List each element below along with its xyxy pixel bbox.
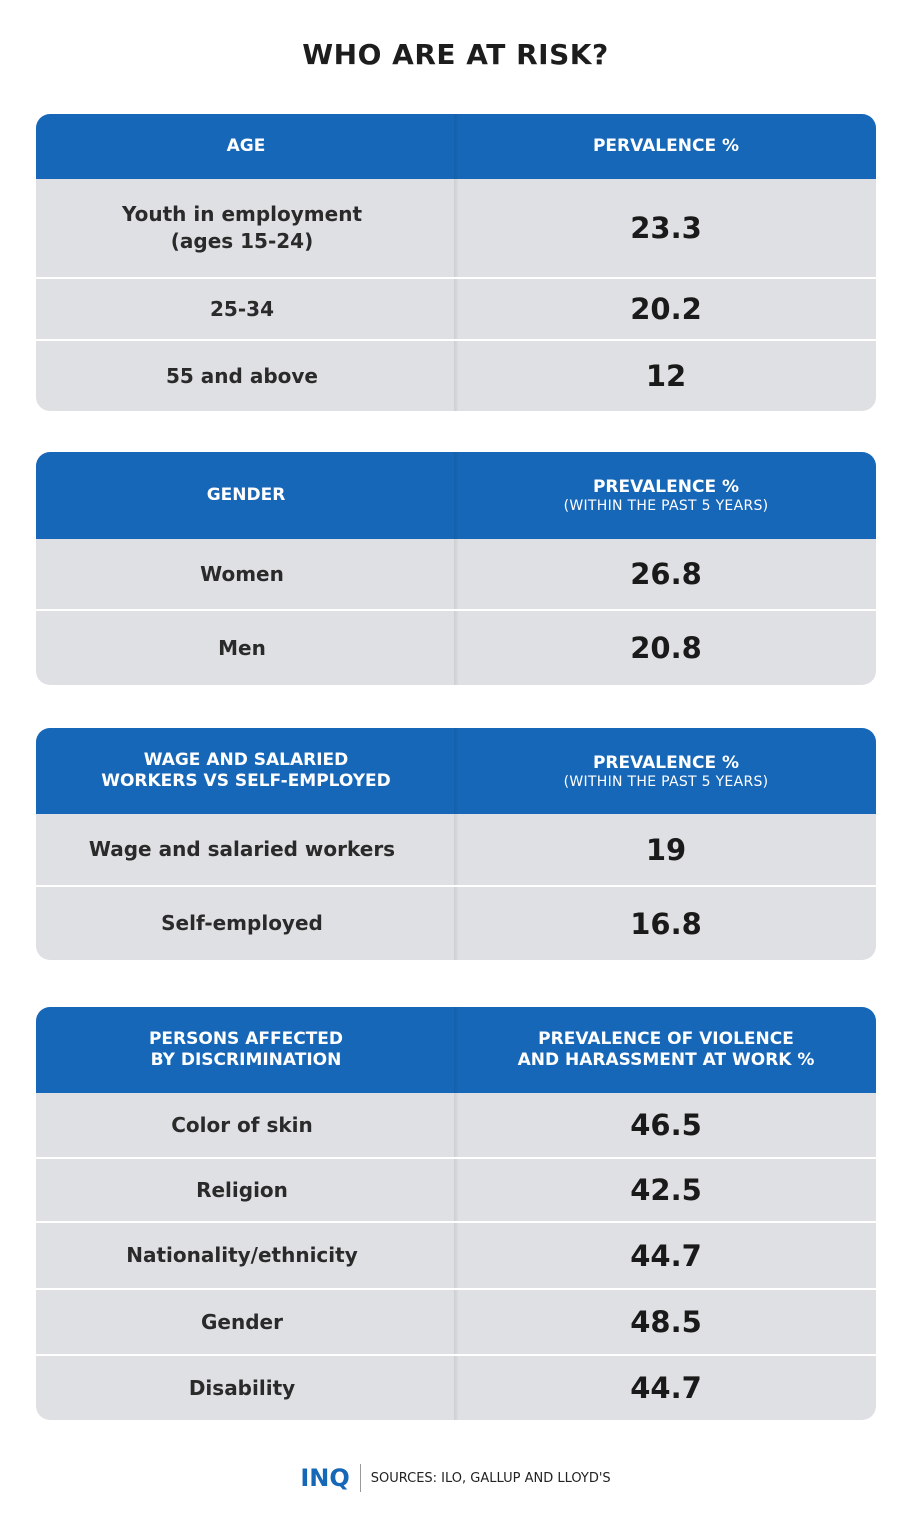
table-row: Wage and salaried workers 19 bbox=[36, 814, 876, 885]
header-cell: PREVALENCE OF VIOLENCE AND HARASSMENT AT… bbox=[456, 1007, 876, 1093]
row-label: Gender bbox=[201, 1309, 283, 1334]
row-label: Self-employed bbox=[161, 911, 323, 935]
table-row: Youth in employment (ages 15-24) 23.3 bbox=[36, 179, 876, 277]
header-note: (WITHIN THE PAST 5 YEARS) bbox=[563, 498, 769, 514]
column-divider bbox=[454, 1093, 458, 1157]
row-label: Nationality/ethnicity bbox=[126, 1243, 358, 1267]
row-label: Men bbox=[218, 635, 266, 660]
table-header: AGE PERVALENCE % bbox=[36, 114, 876, 179]
table-row: Women 26.8 bbox=[36, 539, 876, 609]
header-text: PREVALENCE % bbox=[592, 477, 740, 497]
row-label: Religion bbox=[196, 1177, 288, 1202]
column-divider bbox=[454, 814, 458, 885]
row-value: 44.7 bbox=[630, 1371, 702, 1405]
header-text: PREVALENCE OF VIOLENCE AND HARASSMENT AT… bbox=[517, 1029, 815, 1070]
table-row: Men 20.8 bbox=[36, 611, 876, 685]
row-value: 42.5 bbox=[630, 1173, 702, 1207]
column-divider bbox=[454, 179, 458, 277]
column-divider bbox=[454, 728, 458, 814]
table-row: Disability 44.7 bbox=[36, 1356, 876, 1420]
table: AGE PERVALENCE % Youth in employment (ages… bbox=[36, 114, 876, 411]
table-row: Nationality/ethnicity 44.7 bbox=[36, 1223, 876, 1288]
column-divider bbox=[454, 1223, 458, 1288]
logo: INQ bbox=[300, 1464, 361, 1492]
row-label: 55 and above bbox=[166, 363, 318, 388]
row-label: 25-34 bbox=[210, 296, 274, 321]
row-label: Wage and salaried workers bbox=[88, 837, 396, 861]
header-cell: AGE bbox=[226, 136, 266, 156]
table: GENDER PREVALENCE % (WITHIN THE PAST 5 YEA… bbox=[36, 452, 876, 685]
column-divider bbox=[454, 1356, 458, 1420]
header-cell: PREVALENCE % (WITHIN THE PAST 5 YEARS) bbox=[456, 728, 876, 814]
sources: SOURCES: ILO, GALLUP AND LLOYD'S bbox=[370, 1470, 611, 1486]
table-row: 55 and above 12 bbox=[36, 341, 876, 411]
row-value: 23.3 bbox=[630, 211, 702, 245]
column-divider bbox=[454, 452, 458, 539]
header-cell: PERVALENCE % bbox=[456, 114, 876, 179]
column-divider bbox=[454, 887, 458, 960]
row-value: 26.8 bbox=[630, 557, 702, 591]
header-text: PERVALENCE % bbox=[592, 136, 740, 156]
column-divider bbox=[454, 1007, 458, 1093]
header-text: PREVALENCE % bbox=[592, 752, 740, 773]
row-label: Women bbox=[200, 561, 284, 586]
table-header: PERSONS AFFECTED BY DISCRIMINATION PREVAL… bbox=[36, 1007, 876, 1093]
table-row: 25-34 20.2 bbox=[36, 279, 876, 339]
header-note: (WITHIN THE PAST 5 YEARS) bbox=[563, 773, 769, 790]
row-value: 20.8 bbox=[630, 631, 702, 665]
footer: INQ SOURCES: ILO, GALLUP AND LLOYD'S bbox=[0, 1464, 911, 1492]
table: PERSONS AFFECTED BY DISCRIMINATION PREVAL… bbox=[36, 1007, 876, 1420]
header-cell: GENDER bbox=[206, 485, 286, 505]
table-header: GENDER PREVALENCE % (WITHIN THE PAST 5 YEA… bbox=[36, 452, 876, 539]
column-divider bbox=[454, 1290, 458, 1354]
column-divider bbox=[454, 539, 458, 609]
row-value: 12 bbox=[645, 359, 687, 393]
table: WAGE AND SALARIED WORKERS VS SELF-EMPLOY… bbox=[36, 728, 876, 960]
table-header: WAGE AND SALARIED WORKERS VS SELF-EMPLOY… bbox=[36, 728, 876, 814]
row-label: Youth in employment (ages 15-24) bbox=[122, 202, 362, 253]
table-row: Color of skin 46.5 bbox=[36, 1093, 876, 1157]
column-divider bbox=[454, 341, 458, 411]
header-cell: WAGE AND SALARIED WORKERS VS SELF-EMPLOY… bbox=[101, 750, 391, 791]
table-row: Gender 48.5 bbox=[36, 1290, 876, 1354]
header-cell: PREVALENCE % (WITHIN THE PAST 5 YEARS) bbox=[456, 452, 876, 539]
row-value: 44.7 bbox=[630, 1238, 702, 1273]
row-label: Disability bbox=[188, 1375, 296, 1400]
row-value: 48.5 bbox=[630, 1305, 702, 1339]
row-value: 46.5 bbox=[630, 1108, 702, 1142]
row-value: 20.2 bbox=[630, 292, 702, 326]
table-row: Religion 42.5 bbox=[36, 1159, 876, 1221]
header-cell: PERSONS AFFECTED BY DISCRIMINATION bbox=[148, 1029, 344, 1070]
column-divider bbox=[454, 114, 458, 179]
title: WHO ARE AT RISK? bbox=[302, 38, 609, 71]
column-divider bbox=[454, 611, 458, 685]
row-value: 16.8 bbox=[630, 906, 702, 941]
table-row: Self-employed 16.8 bbox=[36, 887, 876, 960]
row-value: 19 bbox=[645, 832, 687, 867]
column-divider bbox=[454, 279, 458, 339]
column-divider bbox=[454, 1159, 458, 1221]
row-label: Color of skin bbox=[171, 1112, 313, 1137]
